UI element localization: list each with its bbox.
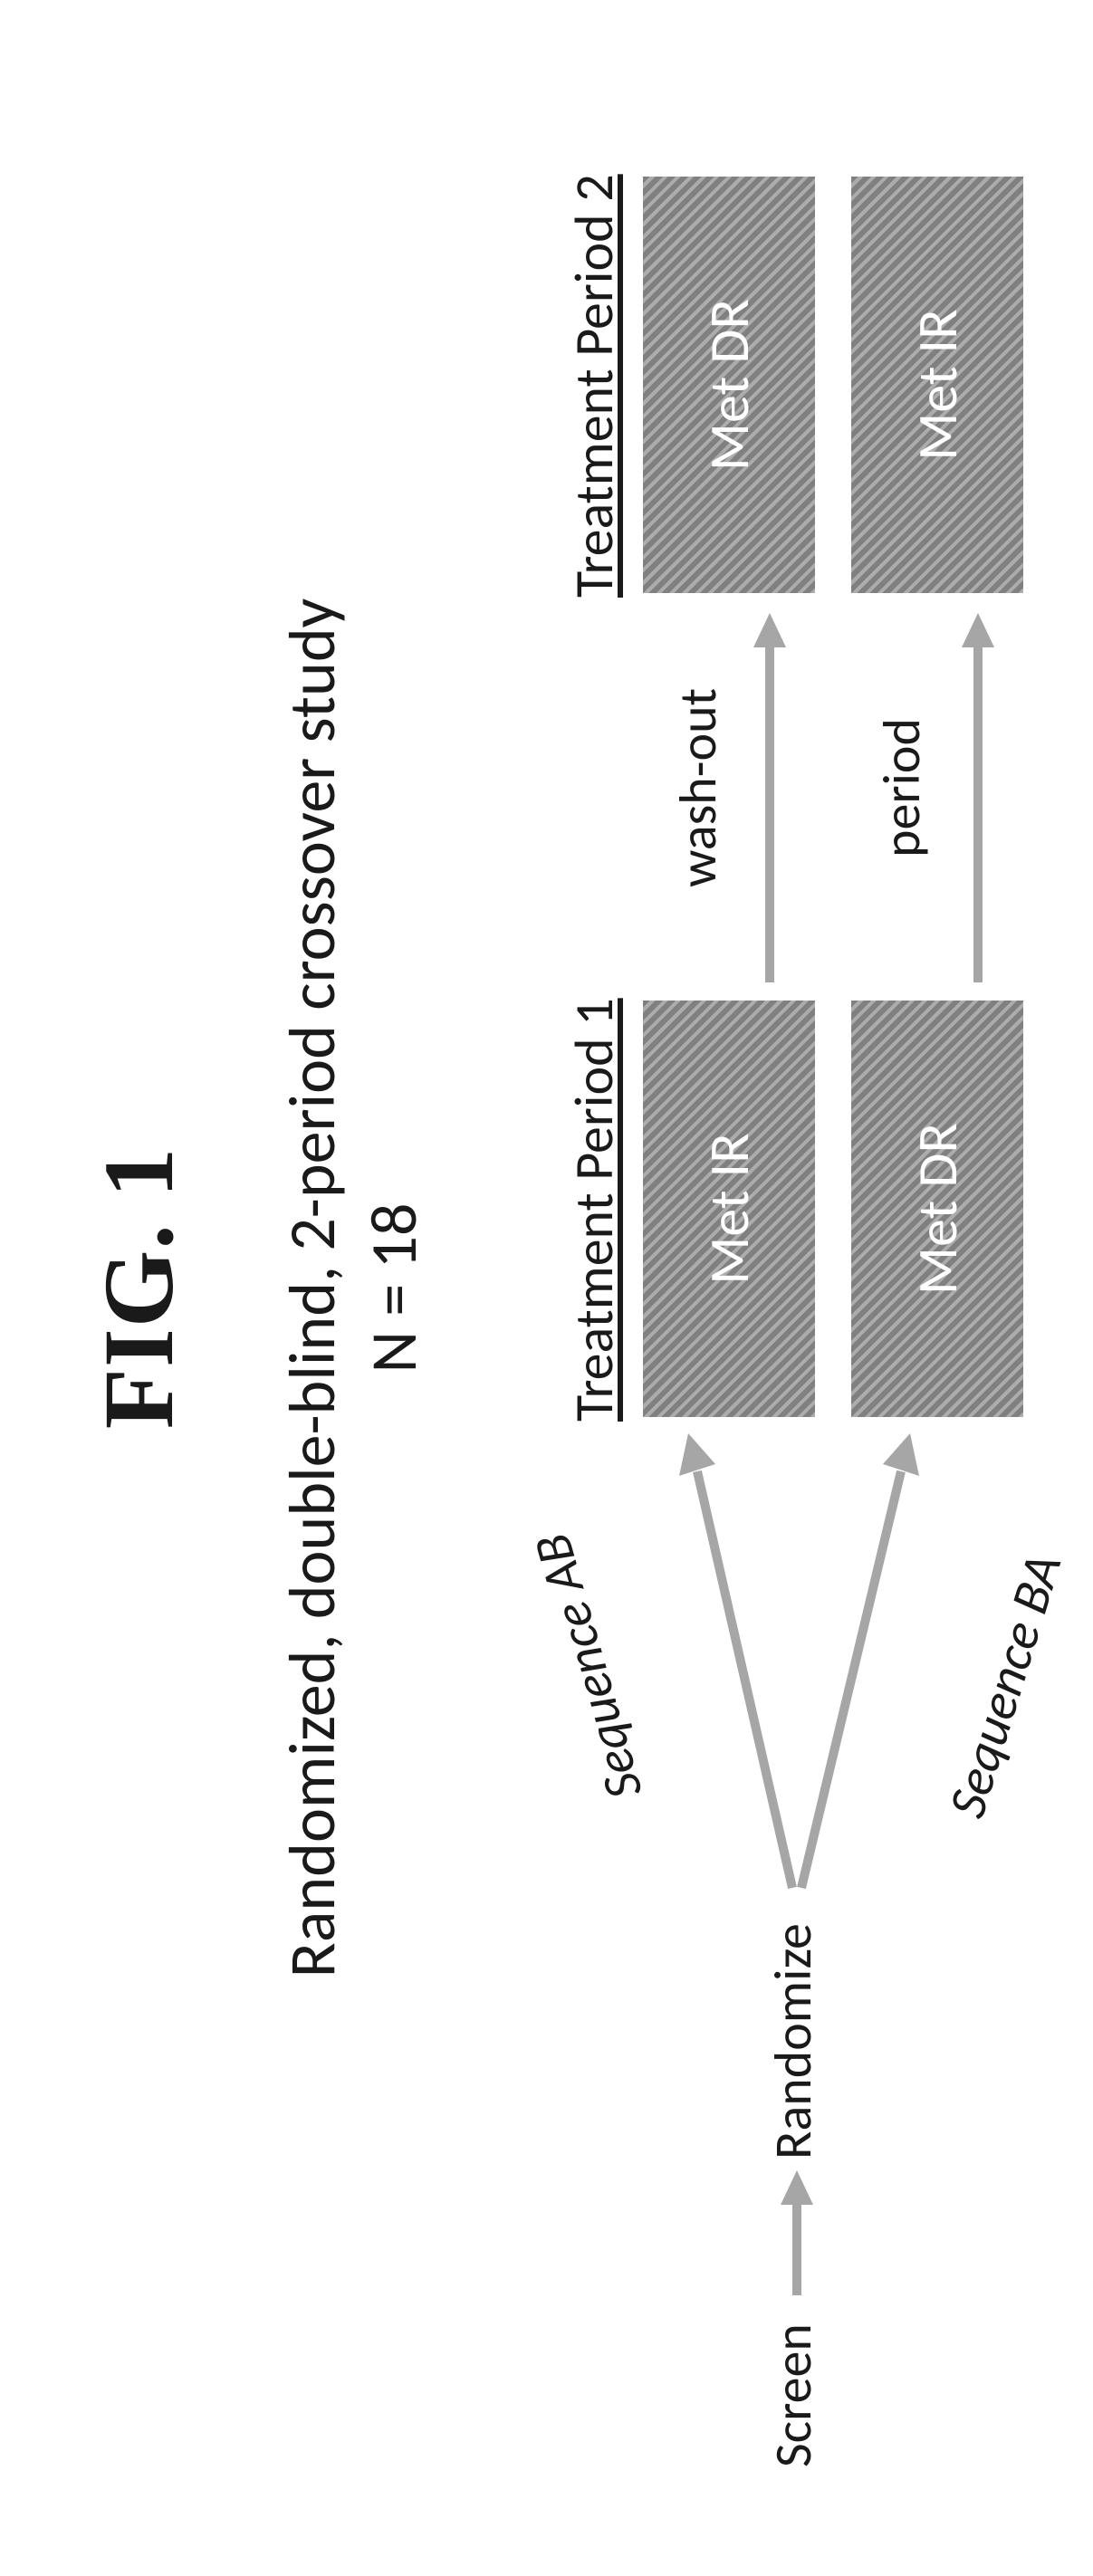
period-1-heading: Treatment Period 1 (561, 998, 628, 1422)
randomize-label: Randomize (761, 1923, 825, 2159)
rotated-canvas: FIG. 1 Randomized, double-blind, 2-perio… (0, 0, 1093, 2576)
arrow-icon (779, 2169, 815, 2295)
subtitle-line-1: Randomized, double-blind, 2-period cross… (273, 599, 352, 1978)
sequence-ba-label: Sequence BA (935, 1547, 1076, 1825)
period-2-heading: Treatment Period 2 (561, 174, 628, 598)
washout-label-bottom: period (869, 616, 934, 960)
diverge-arrows-icon (643, 1417, 933, 1888)
period2-bottom-box-label: Met IR (903, 309, 972, 461)
period2-top-box-label: Met DR (695, 299, 763, 471)
period1-top-box-label: Met IR (695, 1133, 763, 1285)
subtitle-line-2: N = 18 (353, 0, 435, 2576)
study-flow-diagram: Screen Randomize Sequence AB Sequence BA (507, 113, 1014, 2467)
figure-label: FIG. 1 (81, 0, 197, 2576)
period1-top-box: Met IR (643, 1001, 815, 1417)
screen-label: Screen (761, 2323, 825, 2467)
period1-bottom-box-label: Met DR (903, 1123, 972, 1295)
period1-bottom-box: Met DR (851, 1001, 1023, 1417)
washout-label-top: wash-out (666, 616, 730, 960)
period2-bottom-box: Met IR (851, 177, 1023, 593)
sequence-ab-label: Sequence AB (519, 1527, 656, 1806)
period2-top-box: Met DR (643, 177, 815, 593)
arrow-icon (951, 602, 1005, 982)
figure-subtitle: Randomized, double-blind, 2-period cross… (272, 0, 435, 2576)
page: FIG. 1 Randomized, double-blind, 2-perio… (0, 0, 1093, 2576)
arrow-icon (743, 602, 797, 982)
